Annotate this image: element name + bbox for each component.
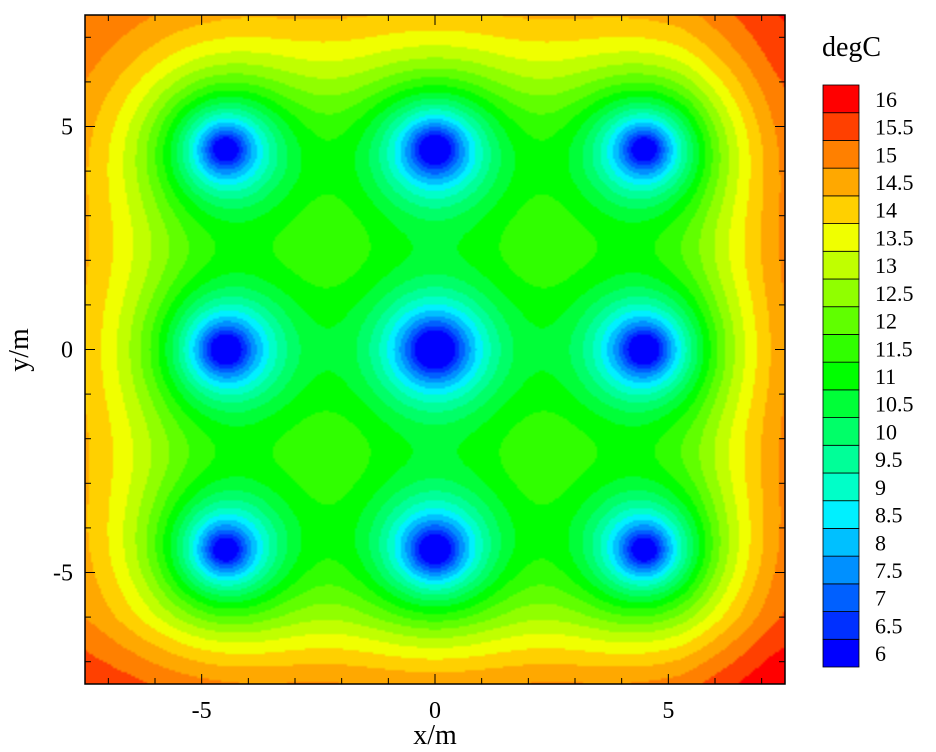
colorbar-swatch [822,84,860,114]
colorbar-label: 15 [875,142,897,167]
x-tick-label: 0 [429,698,441,724]
heat-source-marker [432,146,438,152]
colorbar-label: 8.5 [875,503,903,528]
colorbar-label: 12.5 [875,281,914,306]
x-tick-label: -5 [192,698,212,724]
y-tick-label: 5 [61,115,73,141]
heat-source-marker [222,347,228,352]
colorbar-label: 12 [875,309,897,334]
colorbar-swatch [822,638,860,668]
colorbar-swatch [822,306,860,335]
x-axis: -5 0 5 [107,15,763,724]
heat-source-marker [432,547,438,553]
heat-source-marker [642,547,648,553]
colorbar-swatch [822,167,860,197]
heat-source-marker [432,347,438,352]
colorbar-swatch [822,223,860,252]
colorbar-label: 16 [875,87,897,112]
colorbar-swatch [822,500,860,529]
colorbar-swatch [822,112,860,141]
y-axis: -5 0 5 [53,36,785,663]
colorbar-swatch [822,250,860,280]
colorbar-swatch [822,417,860,446]
colorbar-label: 6.5 [875,613,903,638]
heat-source-marker [222,146,228,152]
y-axis-label: y/m [4,328,35,372]
colorbar-label: 7 [875,586,886,611]
colorbar-swatch [822,472,860,502]
y-tick-label: 0 [61,338,73,364]
colorbar-label: 9 [875,475,886,500]
colorbar-swatch [822,389,860,418]
colorbar-label: 13.5 [875,225,914,250]
heat-source-marker [642,347,648,352]
heat-source-marker [642,146,648,152]
colorbar-swatch [822,583,860,612]
colorbar-label: 8 [875,530,886,555]
colorbar-label: 15.5 [875,115,914,140]
y-tick-label: -5 [53,561,73,587]
colorbar-title: degC [822,32,881,63]
colorbar-swatch [822,278,860,308]
x-axis-label: x/m [413,720,457,751]
x-tick-label: 5 [662,698,674,724]
colorbar-label: 13 [875,253,897,278]
colorbar-swatch [822,195,860,224]
colorbar-label: 7.5 [875,558,903,583]
heat-source-marker [222,547,228,553]
colorbar-label: 11 [875,364,896,389]
colorbar-label: 10.5 [875,392,914,417]
colorbar-swatch [822,361,860,391]
colorbar-label: 11.5 [875,336,913,361]
plot-area [85,15,785,684]
colorbar-label: 10 [875,419,897,444]
colorbar-swatch [822,528,860,557]
colorbar-swatch [822,555,860,585]
colorbar-label: 6 [875,641,886,666]
colorbar-label: 14.5 [875,170,914,195]
colorbar-label: 9.5 [875,447,903,472]
colorbar-label: 14 [875,198,897,223]
colorbar-swatch [822,334,860,363]
colorbar-swatch [822,140,860,169]
colorbar-swatch [822,611,860,640]
colorbar-swatch [822,444,860,474]
